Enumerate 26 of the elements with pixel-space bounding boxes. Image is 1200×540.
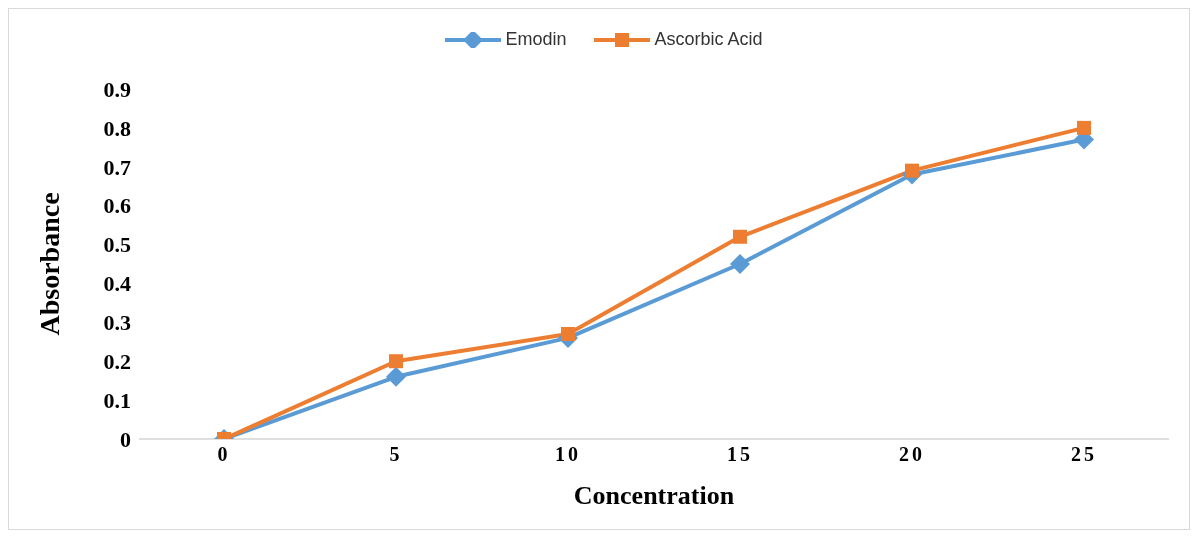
y-tick-label: 0.8 <box>103 115 131 141</box>
y-tick-label: 0.6 <box>103 193 131 219</box>
point <box>730 254 750 274</box>
legend-label: Emodin <box>504 29 567 50</box>
legend-label: Ascorbic Acid <box>653 29 763 50</box>
point <box>561 327 575 341</box>
y-tick-label: 0.1 <box>103 387 131 413</box>
x-tick-label: 15 <box>727 443 753 466</box>
y-tick-label: 0.5 <box>103 232 131 258</box>
point <box>1077 120 1091 135</box>
point <box>733 229 747 244</box>
point <box>389 354 403 369</box>
point <box>386 366 406 387</box>
x-tick-label: 20 <box>899 443 925 466</box>
y-axis-title: Absorbance <box>33 192 65 336</box>
y-tick-label: 0.2 <box>103 349 131 375</box>
y-tick-label: 0.7 <box>103 154 131 180</box>
point <box>905 163 919 178</box>
x-tick-label: 10 <box>555 443 581 466</box>
x-tick-label: 0 <box>217 443 231 466</box>
y-tick-label: 0.3 <box>103 310 131 336</box>
x-axis-title: Concentration <box>573 481 735 510</box>
x-tick-label: 5 <box>389 443 403 466</box>
x-tick-label: 25 <box>1071 443 1097 466</box>
y-tick-label: 0.4 <box>103 271 131 297</box>
y-tick-label: 0.9 <box>103 76 131 102</box>
